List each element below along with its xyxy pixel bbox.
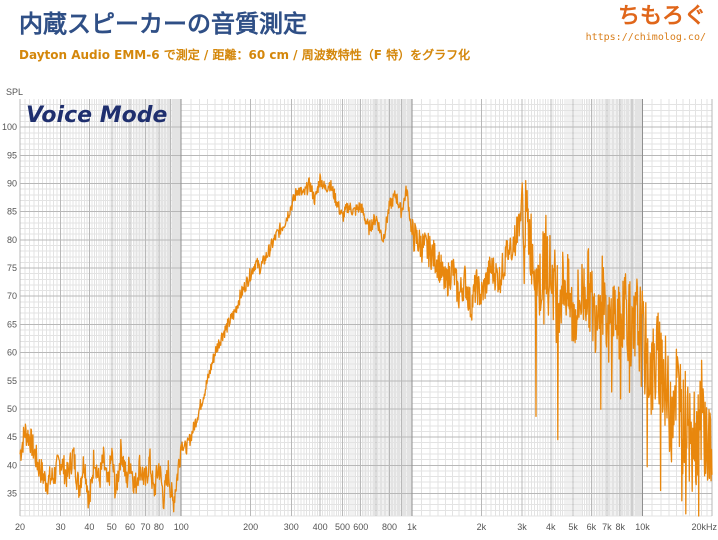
x-tick-label: 30 xyxy=(56,522,66,532)
x-tick-label: 800 xyxy=(382,522,397,532)
y-tick-label: 90 xyxy=(7,179,17,189)
y-tick-label: 60 xyxy=(7,348,17,358)
x-tick-label: 5k xyxy=(568,522,578,532)
x-tick-label: 3k xyxy=(517,522,527,532)
x-tick-label: 500 xyxy=(335,522,350,532)
x-tick-label: 7k xyxy=(602,522,612,532)
brand: ちもろぐ https://chimolog.co/ xyxy=(586,6,706,43)
y-tick-label: 85 xyxy=(7,207,17,217)
axis-ticks: 35 40 45 50 55 60 65 70 75 80 85 90 95 100 20 30 40 50 60 7… xyxy=(2,122,718,532)
x-tick-label: 20kHz xyxy=(691,522,717,532)
page-title: 内蔵スピーカーの音質測定 xyxy=(19,10,307,38)
x-tick-label: 100 xyxy=(174,522,189,532)
y-tick-label: 50 xyxy=(7,404,17,414)
x-tick-label: 2k xyxy=(477,522,487,532)
x-tick-label: 4k xyxy=(546,522,556,532)
x-tick-label: 20 xyxy=(15,522,25,532)
x-tick-label: 300 xyxy=(284,522,299,532)
x-tick-label: 50 xyxy=(107,522,117,532)
y-tick-label: 95 xyxy=(7,150,17,160)
y-tick-label: 100 xyxy=(2,122,17,132)
y-axis-label: SPL xyxy=(6,87,23,97)
y-tick-label: 75 xyxy=(7,263,17,273)
y-tick-label: 80 xyxy=(7,235,17,245)
brand-logo: ちもろぐ xyxy=(617,4,706,29)
y-tick-label: 65 xyxy=(7,319,17,329)
mode-label: Voice Mode xyxy=(26,103,167,128)
x-tick-label: 8k xyxy=(615,522,625,532)
x-tick-label: 400 xyxy=(313,522,328,532)
x-tick-label: 80 xyxy=(154,522,164,532)
x-tick-label: 200 xyxy=(243,522,258,532)
x-tick-label: 6k xyxy=(587,522,597,532)
brand-url: https://chimolog.co/ xyxy=(585,32,706,43)
x-tick-label: 1k xyxy=(407,522,417,532)
x-tick-label: 600 xyxy=(353,522,368,532)
spl-curve xyxy=(19,173,713,517)
page-subtitle: Dayton Audio EMM-6 で測定 / 距離：60 cm / 周波数特… xyxy=(19,48,471,62)
y-tick-label: 70 xyxy=(7,291,17,301)
y-tick-label: 45 xyxy=(7,432,17,442)
x-tick-label: 70 xyxy=(140,522,150,532)
y-tick-label: 40 xyxy=(7,460,17,470)
x-tick-label: 40 xyxy=(84,522,94,532)
y-tick-label: 55 xyxy=(7,376,17,386)
y-tick-label: 35 xyxy=(7,488,17,498)
x-tick-label: 10k xyxy=(635,522,650,532)
x-tick-label: 60 xyxy=(125,522,135,532)
